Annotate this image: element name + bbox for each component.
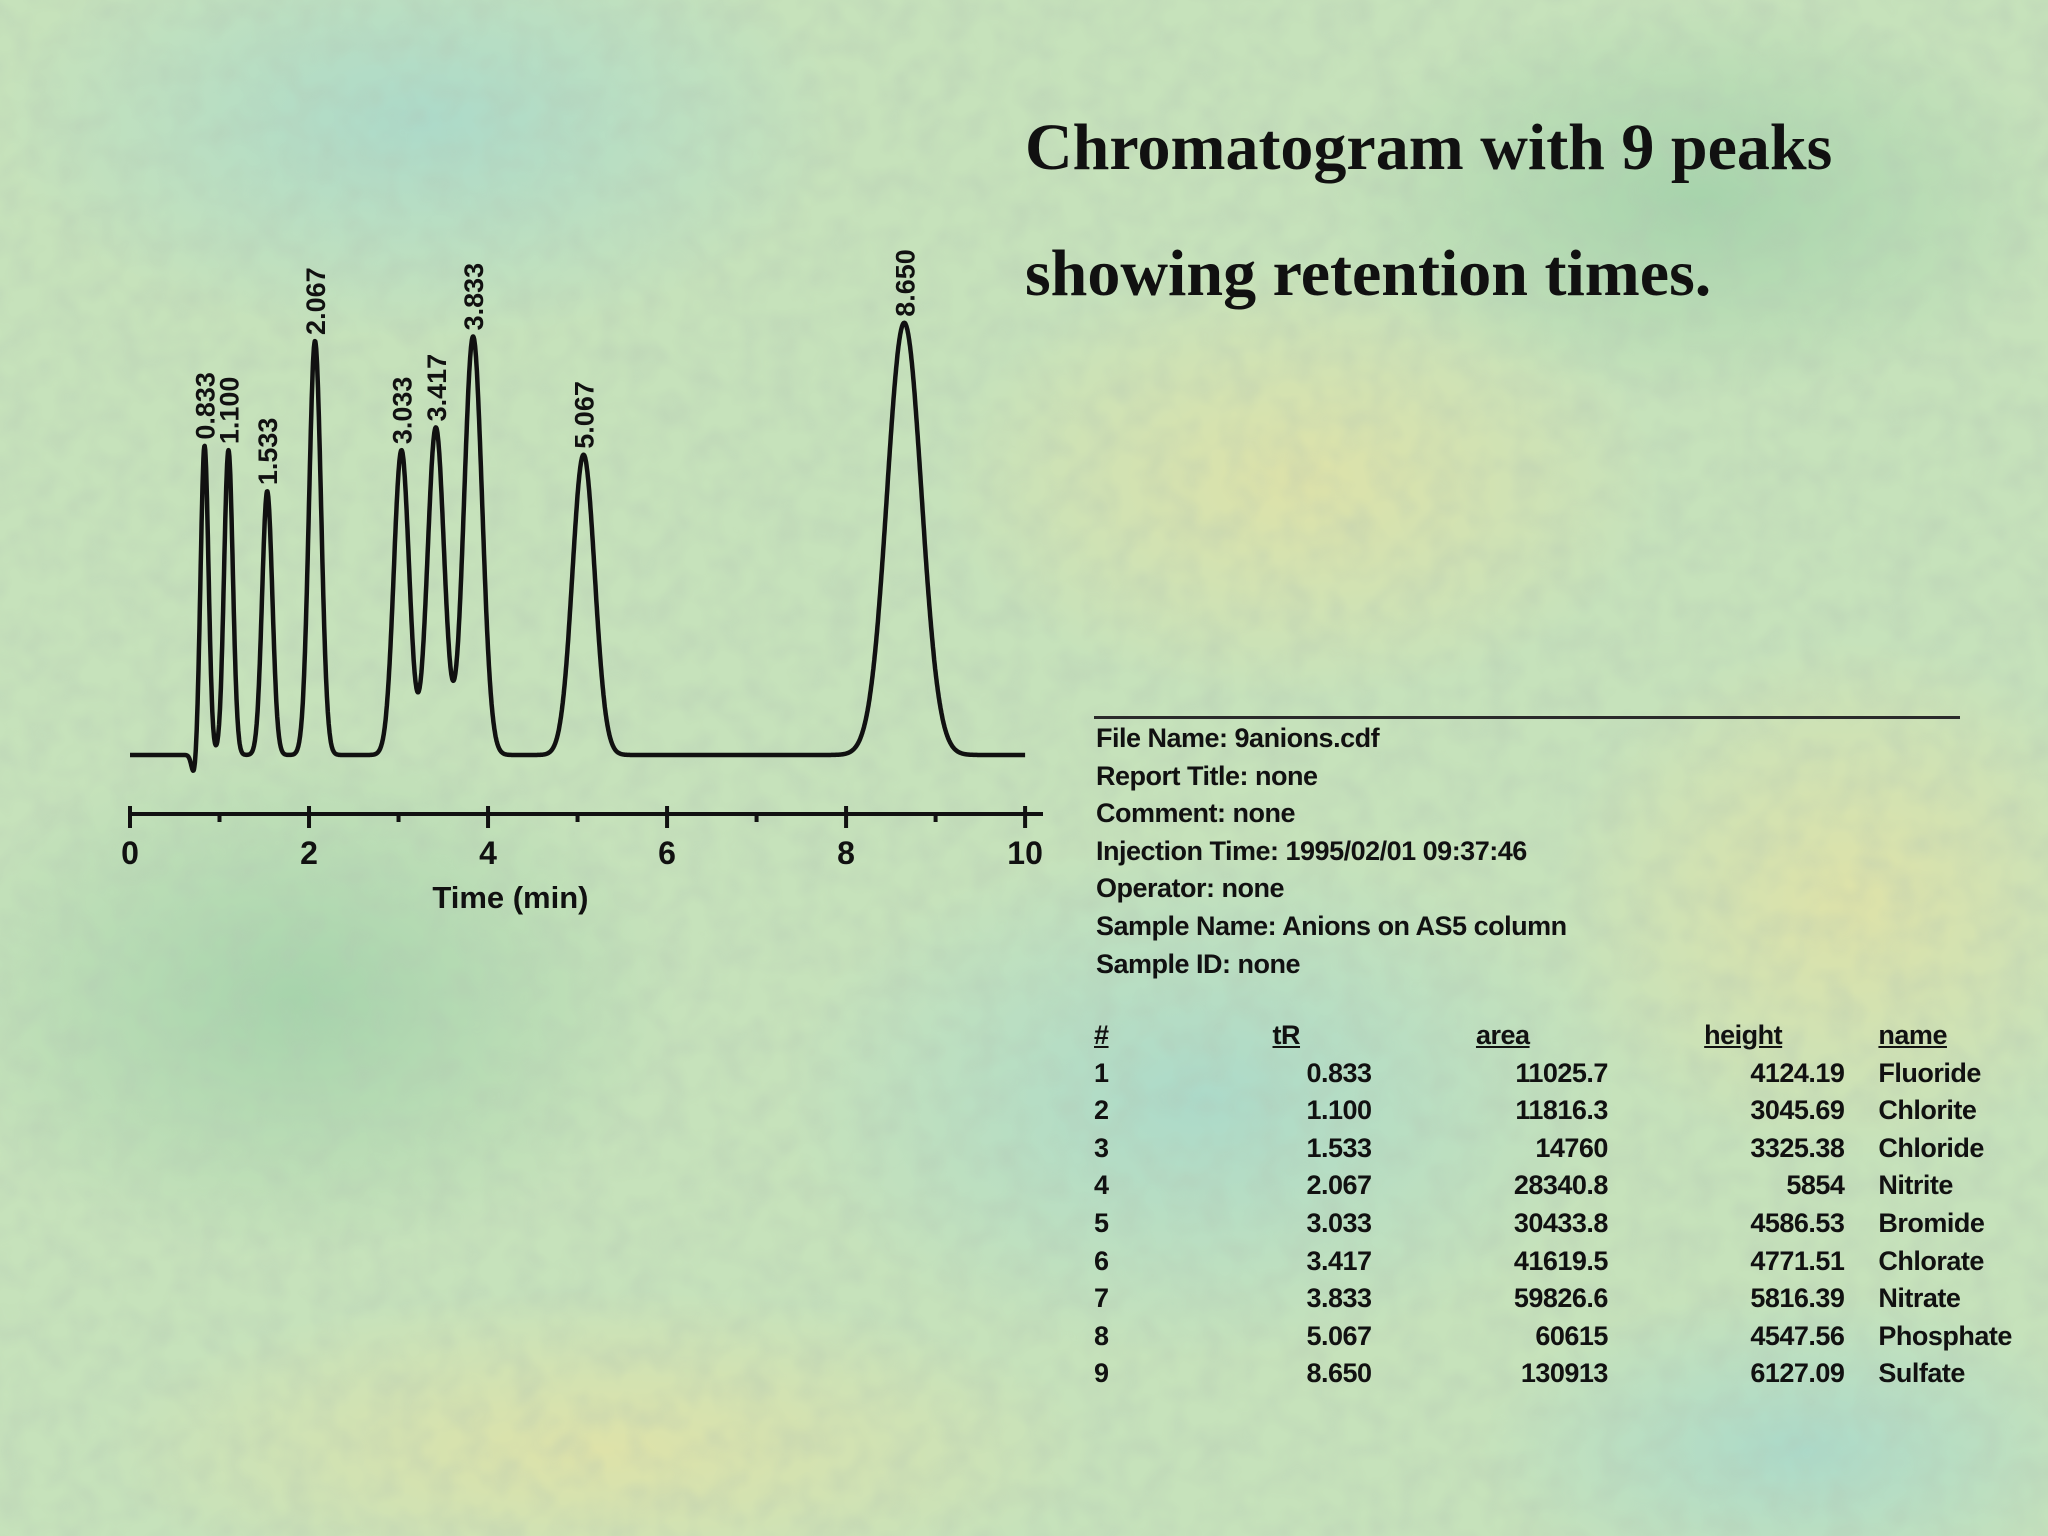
x-tick-label: 6	[658, 835, 676, 871]
cell-name: Sulfate	[1878, 1358, 1965, 1389]
cell-number: 2	[1094, 1095, 1109, 1126]
peak-label: 8.650	[890, 249, 920, 317]
cell-number: 6	[1094, 1245, 1109, 1276]
cell-height: 4547.56	[1750, 1320, 1845, 1351]
cell-area: 41619.5	[1513, 1245, 1609, 1276]
cell-name: Chlorite	[1878, 1095, 1977, 1126]
cell-height: 3325.38	[1750, 1132, 1845, 1163]
x-tick-label: 10	[1007, 835, 1043, 871]
cell-name: Chlorate	[1878, 1245, 1984, 1276]
x-axis-tick-labels: 0 2 4 6 8 10	[121, 835, 1043, 871]
table-row: 1 0.833 11025.7 4124.19 Fluoride	[1090, 1055, 2048, 1093]
cell-retention-time: 2.067	[1306, 1170, 1373, 1201]
cell-height: 4771.51	[1750, 1245, 1845, 1276]
report-metadata: File Name: 9anions.cdf Report Title: non…	[1096, 720, 1567, 983]
x-tick-label: 2	[300, 835, 318, 871]
cell-area: 28340.8	[1513, 1170, 1609, 1201]
table-row: 4 2.067 28340.8 5854 Nitrite	[1090, 1167, 2048, 1205]
cell-area: 30433.8	[1513, 1207, 1609, 1238]
cell-retention-time: 3.417	[1306, 1245, 1373, 1276]
cell-area: 130913	[1520, 1358, 1609, 1389]
cell-height: 4124.19	[1750, 1057, 1845, 1088]
cell-retention-time: 3.833	[1306, 1283, 1373, 1314]
cell-number: 8	[1094, 1320, 1109, 1351]
peak-label: 2.067	[301, 267, 331, 335]
cell-name: Phosphate	[1878, 1320, 2012, 1351]
cell-number: 5	[1094, 1207, 1109, 1238]
cell-height: 6127.09	[1750, 1358, 1845, 1389]
file-name-line: File Name: 9anions.cdf	[1096, 723, 1380, 753]
header-area: area	[1475, 1020, 1530, 1050]
cell-name: Nitrite	[1878, 1170, 1953, 1201]
cell-area: 59826.6	[1513, 1283, 1609, 1314]
cell-area: 14760	[1535, 1132, 1608, 1163]
table-row: 7 3.833 59826.6 5816.39 Nitrate	[1090, 1280, 2048, 1318]
peak-label: 1.100	[214, 377, 244, 445]
peak-label: 1.533	[253, 418, 283, 486]
x-tick-label: 0	[121, 835, 139, 871]
cell-retention-time: 1.100	[1306, 1095, 1373, 1126]
title-line-1: Chromatogram with 9 peaks	[1025, 111, 1833, 184]
x-tick-label: 8	[837, 835, 855, 871]
cell-number: 7	[1094, 1283, 1109, 1314]
x-axis-ticks	[128, 806, 1028, 828]
cell-name: Nitrate	[1878, 1283, 1961, 1314]
cell-retention-time: 0.833	[1306, 1057, 1373, 1088]
comment-line: Comment: none	[1096, 798, 1295, 829]
peak-label: 3.417	[422, 354, 452, 422]
report-divider	[1094, 716, 1960, 719]
header-number: #	[1094, 1020, 1109, 1050]
cell-retention-time: 5.067	[1306, 1320, 1373, 1351]
peak-label: 0.833	[191, 372, 221, 440]
peak-table: # tR area height name 1 0.833 11025.7 4124.…	[1090, 1017, 2048, 1393]
cell-retention-time: 3.033	[1306, 1207, 1373, 1238]
cell-number: 1	[1094, 1057, 1109, 1088]
x-axis-label: Time (min)	[432, 880, 588, 915]
peak-label: 3.033	[387, 377, 417, 445]
table-row: 8 5.067 60615 4547.56 Phosphate	[1090, 1318, 2048, 1356]
cell-name: Chloride	[1878, 1132, 1984, 1163]
table-row: 6 3.417 41619.5 4771.51 Chlorate	[1090, 1243, 2048, 1281]
cell-height: 3045.69	[1750, 1095, 1845, 1126]
header-retention-time: tR	[1272, 1020, 1301, 1050]
cell-number: 3	[1094, 1132, 1109, 1163]
injection-time-line: Injection Time: 1995/02/01 09:37:46	[1096, 835, 1527, 866]
chromatogram-trace	[128, 320, 1027, 773]
cell-name: Bromide	[1878, 1207, 1985, 1238]
table-row: 3 1.533 14760 3325.38 Chloride	[1090, 1130, 2048, 1168]
slide-title: Chromatogram with 9 peaks showing retent…	[1025, 85, 2025, 337]
cell-area: 60615	[1535, 1320, 1608, 1351]
sample-name-line: Sample Name: Anions on AS5 column	[1096, 910, 1567, 941]
table-header-row: # tR area height name	[1090, 1017, 2048, 1055]
cell-height: 5854	[1786, 1170, 1845, 1201]
cell-area: 11025.7	[1515, 1057, 1608, 1088]
cell-retention-time: 8.650	[1306, 1358, 1373, 1389]
peak-label: 3.833	[459, 263, 489, 331]
cell-area: 11816.3	[1515, 1095, 1608, 1126]
table-row: 5 3.033 30433.8 4586.53 Bromide	[1090, 1205, 2048, 1243]
peak-label: 5.067	[570, 381, 600, 449]
title-line-2: showing retention times.	[1025, 237, 1712, 310]
table-row: 9 8.650 130913 6127.09 Sulfate	[1090, 1355, 2048, 1393]
table-row: 2 1.100 11816.3 3045.69 Chlorite	[1090, 1092, 2048, 1130]
cell-number: 4	[1094, 1170, 1109, 1201]
operator-line: Operator: none	[1096, 873, 1285, 904]
cell-height: 4586.53	[1750, 1207, 1845, 1238]
header-name: name	[1878, 1020, 1947, 1050]
cell-retention-time: 1.533	[1306, 1132, 1373, 1163]
cell-name: Fluoride	[1878, 1057, 1981, 1088]
cell-height: 5816.39	[1750, 1283, 1845, 1314]
x-tick-label: 4	[479, 835, 497, 871]
header-height: height	[1704, 1020, 1783, 1050]
sample-id-line: Sample ID: none	[1096, 948, 1301, 979]
report-title-line: Report Title: none	[1096, 760, 1318, 791]
cell-number: 9	[1094, 1358, 1109, 1389]
